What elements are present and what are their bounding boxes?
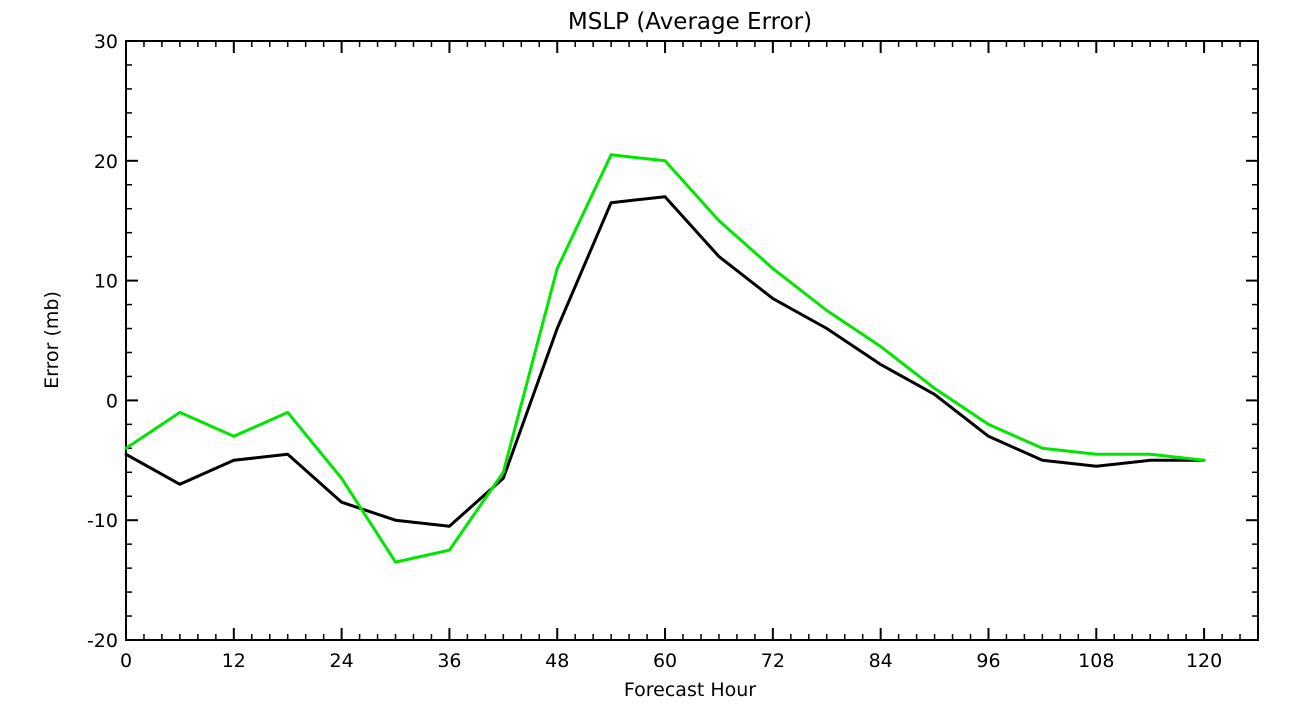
- x-tick-label: 84: [869, 650, 893, 672]
- x-tick-label: 0: [120, 650, 132, 672]
- y-tick-label: 0: [106, 390, 118, 412]
- x-tick-label: 72: [761, 650, 785, 672]
- x-tick-label: 36: [437, 650, 461, 672]
- series-line-1: [124, 195, 1206, 528]
- chart-title: MSLP (Average Error): [568, 9, 812, 35]
- x-axis-title: Forecast Hour: [624, 679, 756, 701]
- plot-area: 0 12 24 36 48 60 72 84 96 108 120 -20 -10 0 10 20 30: [87, 31, 1259, 672]
- y-tick-label: -10: [87, 510, 118, 532]
- y-tick-label: -20: [87, 630, 118, 652]
- x-tick-label: 108: [1078, 650, 1114, 672]
- x-tick-label: 24: [330, 650, 354, 672]
- y-tick-label: 30: [94, 31, 118, 53]
- series-line-2: [124, 153, 1206, 564]
- x-tick-label: 48: [545, 650, 569, 672]
- y-tick-label: 10: [94, 271, 118, 293]
- y-tick-label: 20: [94, 151, 118, 173]
- plot-frame: [125, 40, 1259, 641]
- x-tick-label: 96: [976, 650, 1000, 672]
- x-tick-label: 60: [653, 650, 677, 672]
- y-axis-title: Error (mb): [41, 291, 63, 389]
- x-tick-label: 120: [1186, 650, 1222, 672]
- x-tick-label: 12: [222, 650, 246, 672]
